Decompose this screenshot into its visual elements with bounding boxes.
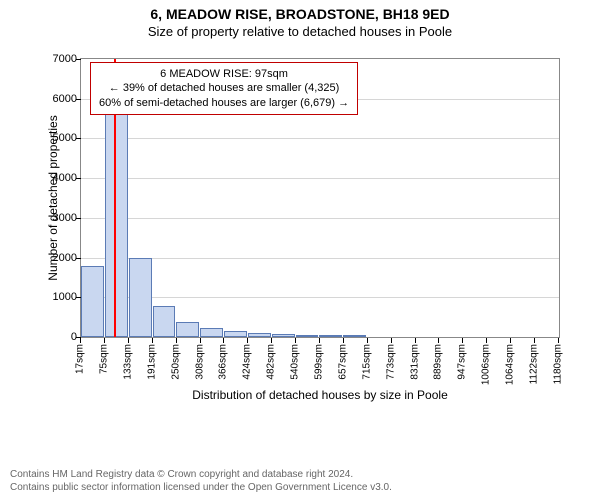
histogram-bar bbox=[343, 335, 366, 337]
x-tick-mark bbox=[438, 338, 439, 343]
x-tick-label: 366sqm bbox=[218, 344, 229, 380]
figure-root: 6, MEADOW RISE, BROADSTONE, BH18 9ED Siz… bbox=[0, 0, 600, 500]
x-tick-mark bbox=[128, 338, 129, 343]
y-tick-label: 1000 bbox=[53, 291, 77, 303]
x-axis: Distribution of detached houses by size … bbox=[80, 338, 560, 393]
histogram-bar bbox=[81, 266, 104, 337]
x-tick-mark bbox=[462, 338, 463, 343]
x-tick-label: 75sqm bbox=[98, 344, 109, 374]
x-tick-label: 657sqm bbox=[338, 344, 349, 380]
x-tick-mark bbox=[200, 338, 201, 343]
histogram-bar bbox=[224, 331, 247, 337]
histogram-bar bbox=[272, 334, 295, 337]
figure-subtitle: Size of property relative to detached ho… bbox=[0, 22, 600, 39]
y-gridline bbox=[81, 258, 559, 259]
histogram-bar bbox=[248, 333, 271, 337]
y-tick-label: 7000 bbox=[53, 53, 77, 65]
x-tick-label: 947sqm bbox=[457, 344, 468, 380]
x-tick-label: 773sqm bbox=[385, 344, 396, 380]
annotation-line2: ← 39% of detached houses are smaller (4,… bbox=[99, 81, 349, 95]
x-tick-label: 831sqm bbox=[409, 344, 420, 380]
figure-title: 6, MEADOW RISE, BROADSTONE, BH18 9ED bbox=[0, 0, 600, 22]
x-tick-mark bbox=[534, 338, 535, 343]
y-gridline bbox=[81, 138, 559, 139]
y-tick-mark bbox=[76, 178, 81, 179]
x-tick-mark bbox=[295, 338, 296, 343]
annotation-box: 6 MEADOW RISE: 97sqm ← 39% of detached h… bbox=[90, 62, 358, 115]
annotation-line1: 6 MEADOW RISE: 97sqm bbox=[99, 67, 349, 81]
x-tick-mark bbox=[271, 338, 272, 343]
footer-line2: Contains public sector information licen… bbox=[10, 481, 392, 494]
x-tick-label: 133sqm bbox=[122, 344, 133, 380]
y-tick-label: 3000 bbox=[53, 212, 77, 224]
histogram-bar bbox=[129, 258, 152, 337]
x-tick-label: 1064sqm bbox=[505, 344, 516, 385]
figure-footer: Contains HM Land Registry data © Crown c… bbox=[10, 468, 392, 494]
y-tick-mark bbox=[76, 138, 81, 139]
x-tick-label: 482sqm bbox=[266, 344, 277, 380]
x-tick-mark bbox=[319, 338, 320, 343]
x-tick-mark bbox=[558, 338, 559, 343]
histogram-bar bbox=[176, 322, 199, 337]
x-tick-mark bbox=[486, 338, 487, 343]
y-tick-label: 5000 bbox=[53, 132, 77, 144]
x-tick-label: 424sqm bbox=[242, 344, 253, 380]
histogram-bar bbox=[296, 335, 319, 337]
x-tick-mark bbox=[510, 338, 511, 343]
x-tick-label: 250sqm bbox=[170, 344, 181, 380]
x-tick-mark bbox=[391, 338, 392, 343]
y-tick-mark bbox=[76, 59, 81, 60]
y-tick-mark bbox=[76, 218, 81, 219]
x-tick-label: 889sqm bbox=[433, 344, 444, 380]
x-tick-label: 191sqm bbox=[146, 344, 157, 380]
histogram-bar bbox=[319, 335, 342, 337]
x-tick-label: 17sqm bbox=[75, 344, 86, 374]
footer-line1: Contains HM Land Registry data © Crown c… bbox=[10, 468, 392, 481]
x-tick-label: 540sqm bbox=[289, 344, 300, 380]
x-tick-mark bbox=[223, 338, 224, 343]
x-tick-label: 715sqm bbox=[361, 344, 372, 380]
annotation-line3: 60% of semi-detached houses are larger (… bbox=[99, 96, 349, 110]
x-tick-label: 1122sqm bbox=[529, 344, 540, 384]
histogram-bar bbox=[153, 306, 176, 337]
y-tick-mark bbox=[76, 258, 81, 259]
y-tick-label: 4000 bbox=[53, 172, 77, 184]
x-tick-mark bbox=[176, 338, 177, 343]
x-tick-mark bbox=[80, 338, 81, 343]
x-tick-label: 308sqm bbox=[194, 344, 205, 380]
y-gridline bbox=[81, 297, 559, 298]
x-tick-label: 1006sqm bbox=[481, 344, 492, 385]
x-tick-label: 1180sqm bbox=[553, 344, 564, 384]
histogram-bar bbox=[105, 109, 128, 337]
x-tick-mark bbox=[415, 338, 416, 343]
x-tick-mark bbox=[247, 338, 248, 343]
x-tick-mark bbox=[104, 338, 105, 343]
y-tick-mark bbox=[76, 99, 81, 100]
x-tick-label: 599sqm bbox=[314, 344, 325, 380]
x-axis-label: Distribution of detached houses by size … bbox=[80, 388, 560, 402]
y-gridline bbox=[81, 178, 559, 179]
histogram-bar bbox=[200, 328, 223, 337]
y-tick-label: 6000 bbox=[53, 93, 77, 105]
y-tick-label: 2000 bbox=[53, 252, 77, 264]
y-gridline bbox=[81, 218, 559, 219]
x-tick-mark bbox=[367, 338, 368, 343]
x-tick-mark bbox=[343, 338, 344, 343]
x-tick-mark bbox=[152, 338, 153, 343]
